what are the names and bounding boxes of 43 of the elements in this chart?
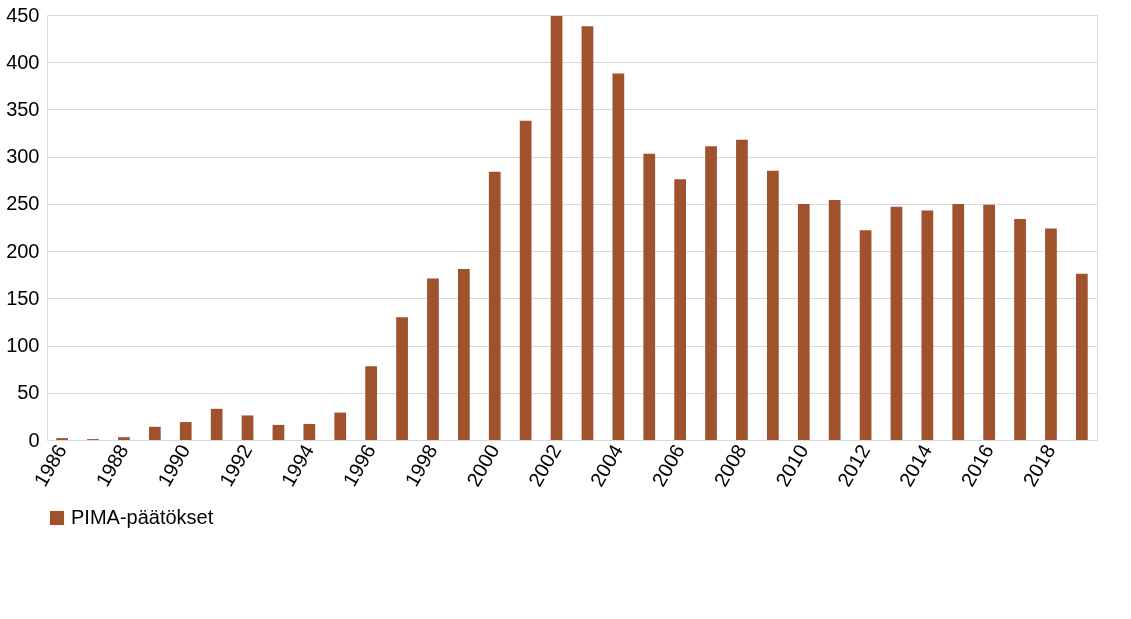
- bar: [705, 146, 717, 440]
- bar: [952, 203, 965, 440]
- bar: [581, 26, 594, 440]
- y-tick-label: 300: [6, 145, 40, 168]
- bar: [1014, 219, 1026, 440]
- bar: [859, 230, 872, 440]
- bar: [643, 153, 656, 440]
- y-tick-label: 200: [6, 239, 40, 262]
- bar: [1045, 228, 1057, 440]
- y-tick-label: 400: [6, 50, 40, 73]
- bar: [766, 170, 779, 440]
- bar: [674, 179, 687, 440]
- bar: [797, 203, 810, 440]
- y-tick-label: 50: [17, 381, 40, 404]
- bar: [179, 422, 192, 440]
- y-tick-label: 150: [6, 286, 40, 309]
- bar: [519, 120, 532, 440]
- bar: [1075, 273, 1088, 440]
- y-tick-label: 450: [6, 3, 40, 26]
- bar: [272, 424, 285, 440]
- y-tick-label: 250: [6, 192, 40, 215]
- bar: [921, 210, 934, 440]
- bar: [210, 408, 223, 440]
- bar: [550, 15, 563, 440]
- y-tick-label: 0: [28, 428, 40, 451]
- bar: [303, 423, 316, 440]
- bar: [612, 73, 625, 440]
- bar: [488, 171, 501, 440]
- bar: [365, 366, 378, 440]
- legend-label: PIMA-päätökset: [71, 506, 214, 528]
- bar: [241, 415, 254, 440]
- y-tick-label: 100: [6, 334, 40, 357]
- bar: [983, 204, 996, 440]
- y-tick-label: 350: [6, 97, 40, 120]
- bar: [457, 269, 470, 440]
- bar: [890, 206, 903, 440]
- bar: [828, 200, 841, 440]
- bar: [396, 317, 408, 440]
- bar: [334, 412, 347, 440]
- bar: [148, 426, 161, 440]
- bar: [118, 437, 130, 440]
- bar: [736, 139, 748, 440]
- bar: [427, 278, 439, 440]
